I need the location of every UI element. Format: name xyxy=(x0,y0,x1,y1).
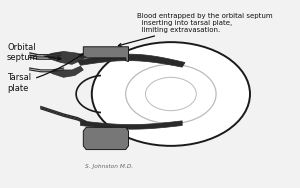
Text: S. Johnston M.D.: S. Johnston M.D. xyxy=(85,164,133,169)
Circle shape xyxy=(92,42,250,146)
Polygon shape xyxy=(78,54,185,67)
Polygon shape xyxy=(83,127,128,150)
Polygon shape xyxy=(46,51,86,64)
Text: Tarsal
plate: Tarsal plate xyxy=(7,54,83,92)
Polygon shape xyxy=(50,66,83,77)
Polygon shape xyxy=(80,121,182,129)
Polygon shape xyxy=(83,47,128,62)
Text: Orbital
septum: Orbital septum xyxy=(7,43,61,62)
Text: Blood entrapped by the orbital septum
  inserting into tarsal plate,
  limiting : Blood entrapped by the orbital septum in… xyxy=(118,13,273,46)
